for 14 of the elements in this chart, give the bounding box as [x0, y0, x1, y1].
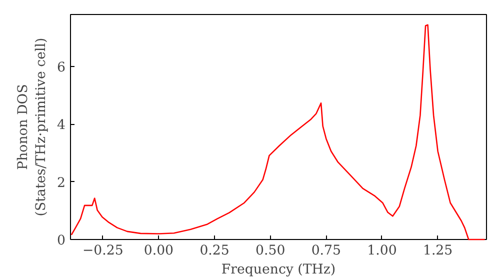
x-tick-label: 1.00: [367, 244, 397, 258]
y-tick-label: 6: [57, 60, 66, 76]
y-tick-label: 0: [57, 234, 66, 248]
x-tick-label: 1.25: [422, 244, 453, 258]
x-tick-label: 0.75: [311, 244, 342, 258]
x-tick-label: 0.00: [144, 244, 174, 258]
line-series: [70, 24, 486, 240]
x-tick-label: −0.25: [82, 244, 124, 258]
x-axis-title: Frequency (THz): [221, 262, 336, 278]
y-tick-label: 4: [57, 118, 66, 134]
x-tick-label: 0.25: [200, 244, 230, 258]
x-tick-label: 0.50: [256, 244, 286, 258]
y-tick-label: 2: [57, 176, 66, 191]
y-axis-title: Phonon DOS (States/THz·primitive cell): [16, 38, 50, 216]
